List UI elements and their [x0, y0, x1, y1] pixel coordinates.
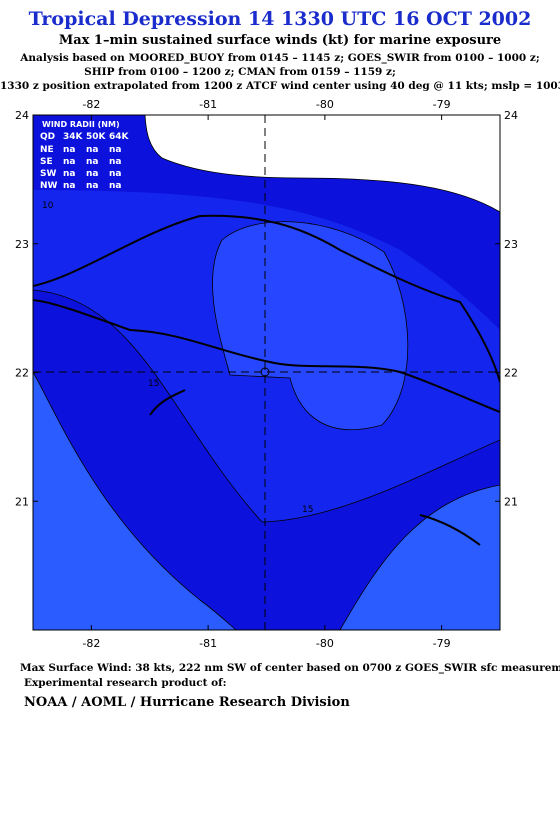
- radii-column: QD: [40, 132, 55, 142]
- radii-column: 34K: [63, 132, 84, 142]
- radii-column: 64K: [109, 132, 130, 142]
- radii-cell: na: [86, 157, 98, 167]
- subtitle: Max 1–min sustained surface winds (kt) f…: [58, 33, 502, 48]
- radii-cell: na: [63, 181, 75, 191]
- x-tick-label: -81: [199, 637, 217, 650]
- radii-cell: na: [109, 169, 121, 179]
- radii-cell: na: [63, 169, 75, 179]
- y-tick-label: 24: [504, 109, 518, 122]
- radii-cell: NE: [40, 145, 54, 155]
- radii-cell: SW: [40, 169, 56, 179]
- y-tick-label: 22: [504, 367, 518, 380]
- x-tick-label: -79: [433, 98, 451, 111]
- org: NOAA / AOML / Hurricane Research Divisio…: [24, 695, 350, 710]
- radii-cell: na: [109, 145, 121, 155]
- x-tick-label: -80: [316, 98, 334, 111]
- y-tick-label: 24: [15, 109, 29, 122]
- radii-cell: SE: [40, 157, 53, 167]
- radii-cell: na: [109, 181, 121, 191]
- x-tick-label: -82: [82, 637, 100, 650]
- radii-cell: na: [86, 181, 98, 191]
- x-tick-label: -80: [316, 637, 334, 650]
- title: Tropical Depression 14 1330 UTC 16 OCT 2…: [28, 8, 532, 30]
- wind-field: [33, 115, 500, 630]
- y-tick-label: 22: [15, 367, 29, 380]
- contour-label: 15: [302, 505, 313, 515]
- radii-title: WIND RADII (NM): [42, 120, 120, 129]
- radii-column: 50K: [86, 132, 107, 142]
- wind-radii-table: WIND RADII (NM) QD 34K 50K 64K NE na na na SE na na…: [40, 120, 130, 191]
- analysis-line: SHIP from 0100 – 1200 z; CMAN from 0159 …: [84, 66, 396, 78]
- analysis-line: Analysis based on MOORED_BUOY from 0145 …: [20, 52, 540, 64]
- max-wind: Max Surface Wind: 38 kts, 222 nm SW of c…: [20, 662, 560, 674]
- y-tick-label: 21: [504, 495, 518, 508]
- x-tick-label: -82: [82, 98, 100, 111]
- radii-cell: NW: [40, 181, 58, 191]
- radii-cell: na: [86, 169, 98, 179]
- radii-cell: na: [86, 145, 98, 155]
- analysis-line: 1330 z position extrapolated from 1200 z…: [0, 80, 560, 92]
- x-tick-label: -79: [433, 637, 451, 650]
- x-tick-label: -81: [199, 98, 217, 111]
- y-tick-label: 23: [504, 238, 518, 251]
- y-tick-label: 21: [15, 495, 29, 508]
- contour-label: 10: [42, 201, 54, 211]
- product: Experimental research product of:: [24, 677, 227, 689]
- contour-label: 15: [148, 379, 159, 389]
- radii-cell: na: [63, 157, 75, 167]
- radii-cell: na: [109, 157, 121, 167]
- radii-cell: na: [63, 145, 75, 155]
- map: WIND RADII (NM) QD 34K 50K 64K NE na na na SE na na…: [15, 98, 518, 650]
- y-tick-label: 23: [15, 238, 29, 251]
